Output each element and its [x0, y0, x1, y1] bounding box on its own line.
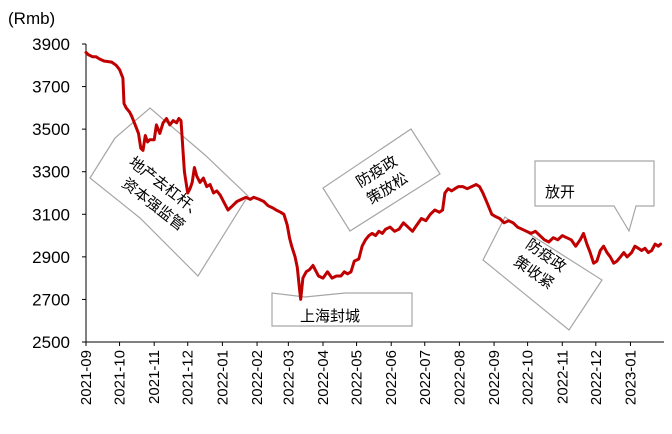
annotation-callout: 地产去杠杆、资本强监管 — [89, 107, 249, 277]
series-line — [84, 51, 663, 301]
y-axis: 3900 3700 3500 3300 3100 2900 2700 2500 — [32, 35, 86, 352]
x-tick-label: 2022-11 — [554, 350, 571, 404]
x-tick-label: 2022-03 — [280, 350, 297, 405]
x-tick-label: 2022-07 — [417, 350, 434, 405]
annotation-callout: 放开 — [534, 160, 655, 233]
x-tick-label: 2022-06 — [383, 350, 400, 405]
x-tick-label: 2021-12 — [180, 350, 197, 405]
annotations: 地产去杠杆、资本强监管上海封城 防疫政策放松放开防疫政策收紧 — [89, 107, 655, 331]
x-tick-label: 2021-10 — [112, 350, 129, 405]
x-tick-label: 2022-09 — [486, 350, 503, 405]
y-tick-label: 3900 — [32, 35, 70, 54]
annotation-text: 上海封城 — [300, 307, 360, 325]
annotation-text: 放开 — [545, 183, 575, 201]
callout-box — [89, 107, 249, 277]
y-tick-label: 3300 — [32, 163, 70, 182]
y-tick-label: 3500 — [32, 120, 70, 139]
x-tick-label: 2022-05 — [349, 350, 366, 405]
x-tick-label: 2023-01 — [622, 350, 639, 405]
y-tick-label: 2500 — [32, 333, 70, 352]
x-axis: 2021-09 2021-10 2021-11 2021-12 2022-01 2022-… — [78, 342, 639, 405]
y-tick-label: 2700 — [32, 290, 70, 309]
x-tick-label: 2021-11 — [146, 350, 163, 404]
y-unit-label: (Rmb) — [8, 9, 55, 28]
x-tick-label: 2021-09 — [78, 350, 95, 405]
annotation-callout: 上海封城 — [271, 292, 413, 327]
callout-box — [322, 128, 441, 232]
x-tick-label: 2022-04 — [315, 350, 332, 405]
y-tick-label: 3100 — [32, 205, 70, 224]
x-tick-label: 2022-08 — [451, 350, 468, 405]
x-tick-label: 2022-12 — [588, 350, 605, 405]
callout-box — [271, 292, 413, 327]
x-tick-label: 2022-10 — [520, 350, 537, 405]
y-tick-label: 3700 — [32, 78, 70, 97]
callout-box — [534, 160, 655, 233]
x-tick-label: 2022-01 — [214, 350, 231, 405]
x-tick-label: 2022-02 — [249, 350, 266, 405]
y-tick-label: 2900 — [32, 248, 70, 267]
